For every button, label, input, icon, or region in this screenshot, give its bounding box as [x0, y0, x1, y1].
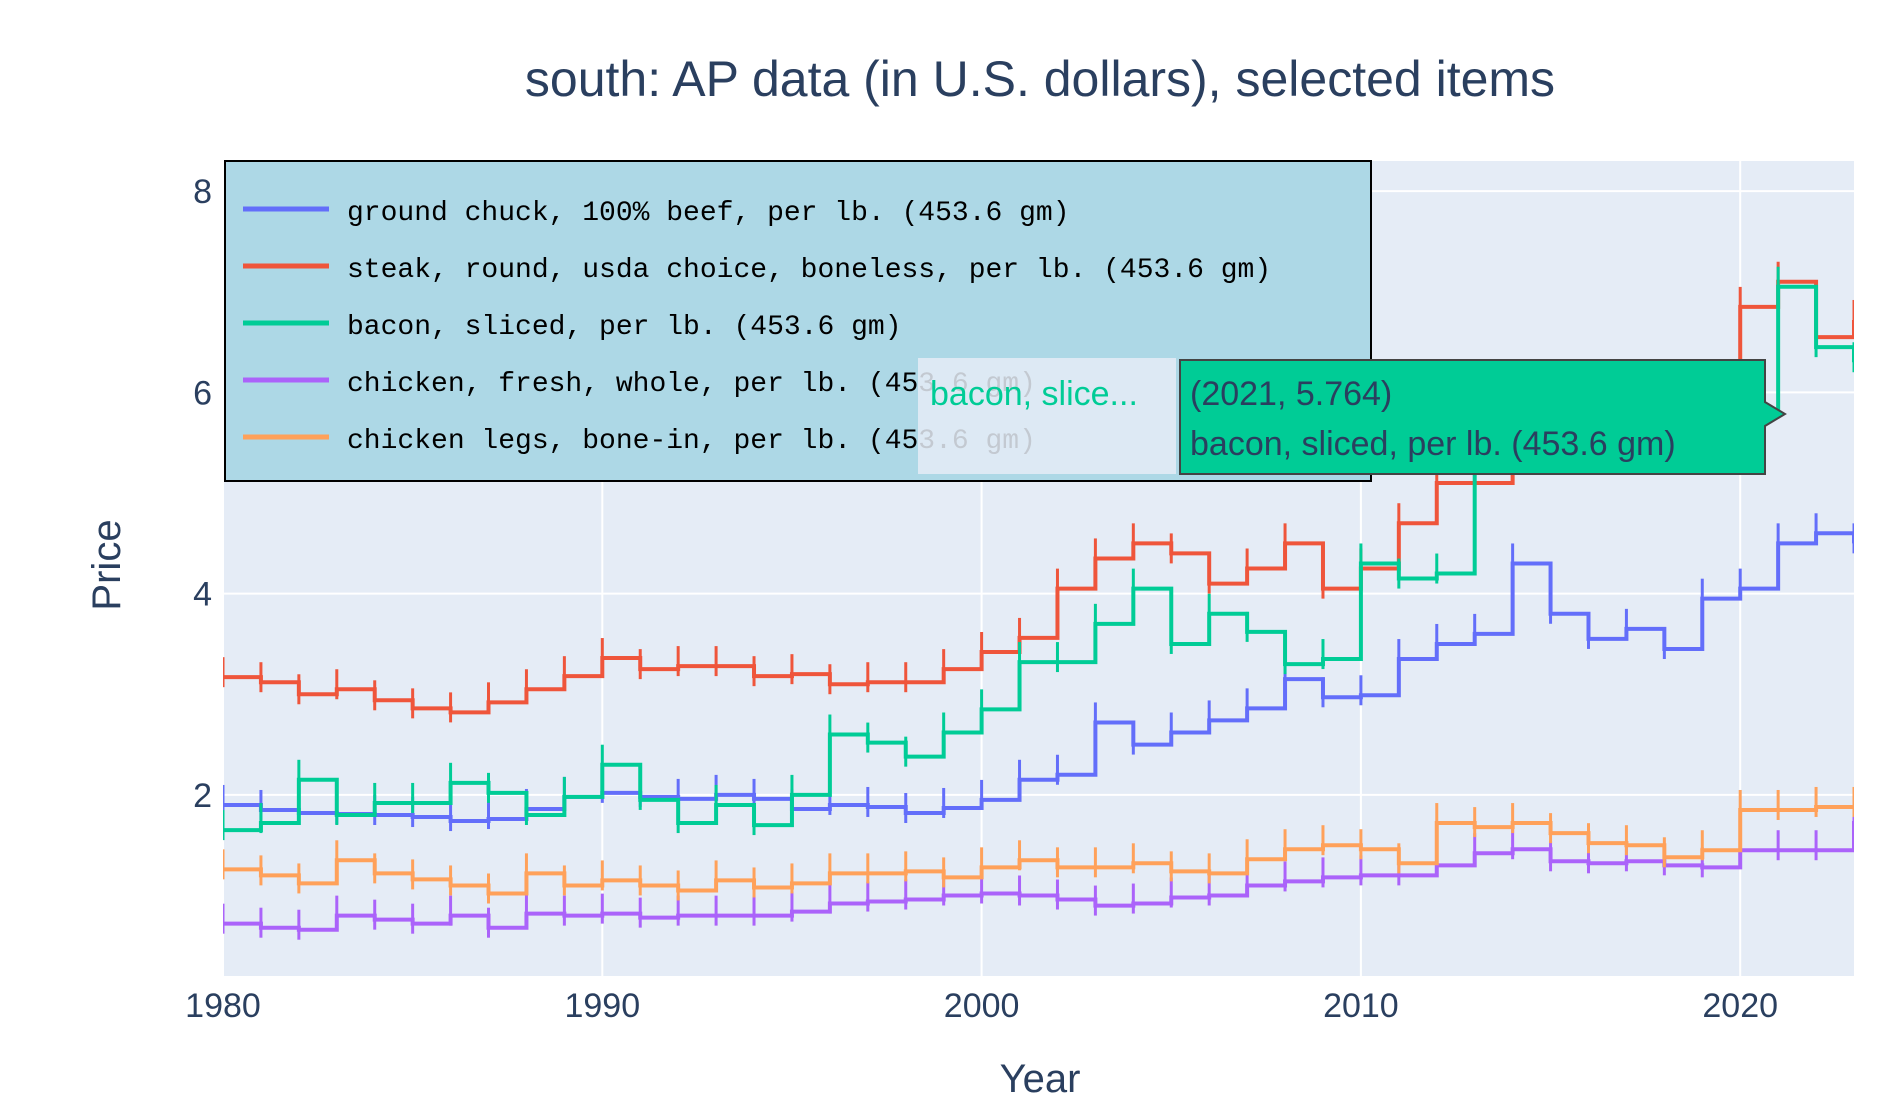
- hover-series-name: bacon, slice...: [930, 375, 1138, 413]
- x-tick-label: 1980: [185, 987, 261, 1025]
- x-axis: 1980 1990 2000 2010 2020: [185, 987, 1778, 1025]
- y-tick-label: 6: [193, 374, 212, 412]
- x-axis-title: Year: [1000, 1057, 1081, 1101]
- x-tick-label: 2000: [944, 987, 1020, 1025]
- hover-tooltip: bacon, slice... (2021, 5.764) bacon, slice…: [918, 358, 1787, 475]
- legend-label: bacon, sliced, per lb. (453.6 gm): [347, 312, 902, 343]
- legend-item[interactable]: chicken legs, bone-in, per lb. (453.6 gm…: [243, 426, 1036, 457]
- legend-item[interactable]: ground chuck, 100% beef, per lb. (453.6 …: [243, 198, 1070, 229]
- series-3: [223, 801, 1854, 940]
- y-tick-label: 8: [193, 173, 212, 211]
- legend-item[interactable]: steak, round, usda choice, boneless, per…: [243, 255, 1271, 286]
- hover-box: [1179, 359, 1787, 475]
- legend-label: ground chuck, 100% beef, per lb. (453.6 …: [347, 198, 1070, 229]
- legend-item[interactable]: bacon, sliced, per lb. (453.6 gm): [243, 312, 902, 343]
- y-axis-title: Price: [85, 519, 129, 610]
- hover-value: (2021, 5.764): [1190, 375, 1392, 413]
- x-tick-label: 2020: [1702, 987, 1778, 1025]
- legend-label: steak, round, usda choice, boneless, per…: [347, 255, 1271, 286]
- hover-label-backdrop: [918, 358, 1176, 474]
- y-axis: 2 4 6 8: [193, 173, 212, 815]
- y-tick-label: 2: [193, 777, 212, 815]
- x-tick-label: 2010: [1323, 987, 1399, 1025]
- y-tick-label: 4: [193, 576, 212, 614]
- x-tick-label: 1990: [564, 987, 640, 1025]
- legend-item[interactable]: chicken, fresh, whole, per lb. (453.6 gm…: [243, 369, 1036, 400]
- chart-title: south: AP data (in U.S. dollars), select…: [525, 51, 1555, 107]
- hover-series-full-name: bacon, sliced, per lb. (453.6 gm): [1190, 425, 1676, 463]
- series-4: [223, 786, 1854, 904]
